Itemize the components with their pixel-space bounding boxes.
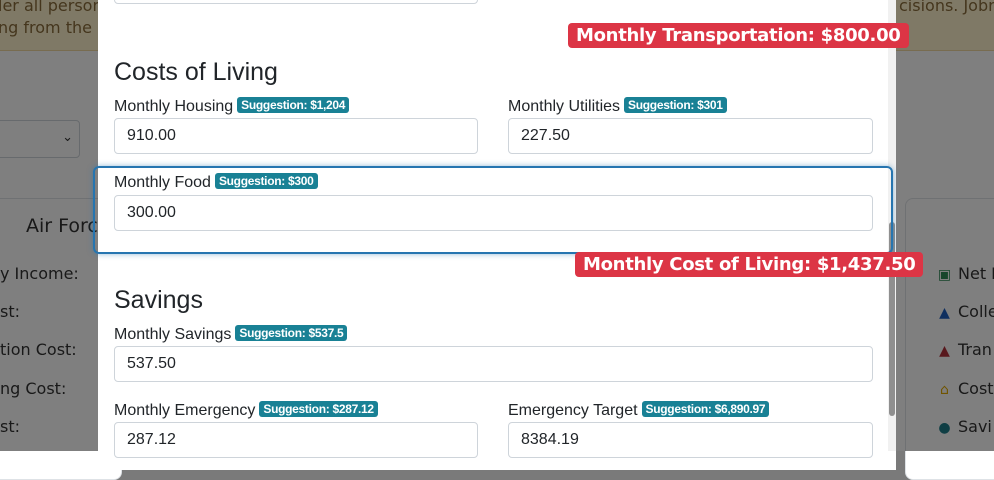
emergency-target-label: Emergency Target Suggestion: $6,890.97 [508, 401, 770, 420]
budget-modal [98, 0, 896, 470]
previous-input[interactable] [114, 0, 478, 4]
emergency-input[interactable] [114, 422, 478, 458]
housing-input[interactable] [114, 118, 478, 154]
utilities-input[interactable] [508, 118, 873, 154]
emergency-label: Monthly Emergency Suggestion: $287.12 [114, 401, 378, 420]
savings-title: Savings [114, 286, 203, 314]
modal-scrollbar-thumb[interactable] [889, 222, 895, 416]
food-suggestion-badge: Suggestion: $300 [214, 173, 318, 189]
costs-of-living-title: Costs of Living [114, 58, 278, 86]
emergency-target-input[interactable] [508, 422, 873, 458]
cost-of-living-total-badge: Monthly Cost of Living: $1,437.50 [575, 252, 924, 277]
savings-suggestion-badge: Suggestion: $537.5 [235, 325, 348, 341]
food-label: Monthly Food Suggestion: $300 [114, 173, 318, 192]
food-input[interactable] [114, 195, 873, 231]
savings-label: Monthly Savings Suggestion: $537.5 [114, 325, 348, 344]
transportation-total-badge: Monthly Transportation: $800.00 [568, 23, 909, 48]
savings-input[interactable] [114, 346, 873, 382]
food-field-focus-ring [93, 166, 893, 254]
housing-suggestion-badge: Suggestion: $1,204 [237, 97, 350, 113]
housing-label: Monthly Housing Suggestion: $1,204 [114, 97, 350, 116]
utilities-label: Monthly Utilities Suggestion: $301 [508, 97, 727, 116]
emergency-suggestion-badge: Suggestion: $287.12 [259, 401, 378, 417]
utilities-suggestion-badge: Suggestion: $301 [624, 97, 727, 113]
emergency-target-suggestion-badge: Suggestion: $6,890.97 [641, 401, 770, 417]
